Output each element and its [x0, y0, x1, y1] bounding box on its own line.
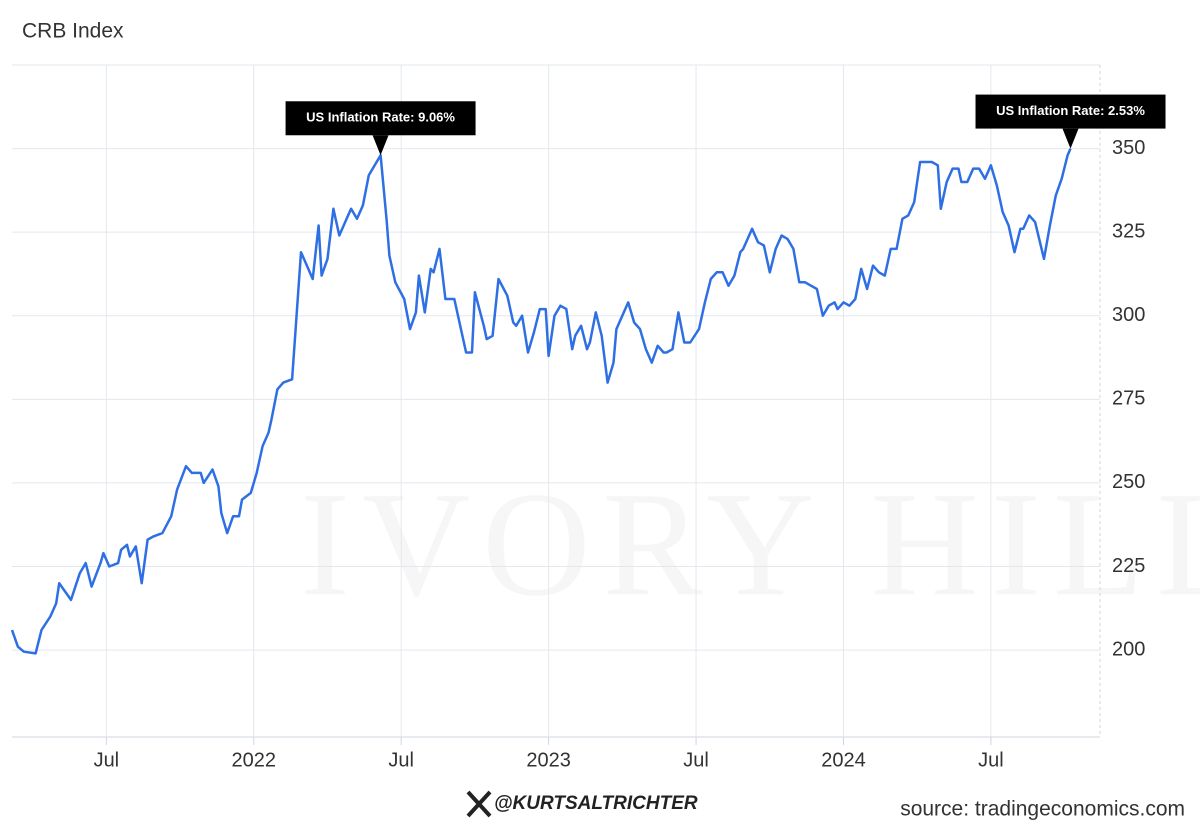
watermark: IVORY HILL — [300, 461, 1200, 627]
annotation-pointer — [372, 135, 389, 156]
annotation: US Inflation Rate: 9.06% — [285, 101, 476, 156]
x-tick-label: Jul — [94, 749, 120, 771]
credit-handle: @KURTSALTRICHTER — [494, 793, 698, 814]
x-tick-label: Jul — [388, 749, 414, 771]
y-tick-label: 250 — [1112, 471, 1145, 493]
x-tick-label: Jul — [683, 749, 709, 771]
y-tick-label: 225 — [1112, 555, 1145, 577]
annotation: US Inflation Rate: 2.53% — [975, 94, 1166, 149]
x-tick-label: 2024 — [821, 749, 866, 771]
y-tick-label: 350 — [1112, 137, 1145, 159]
chart-title: CRB Index — [22, 20, 124, 43]
y-tick-label: 200 — [1112, 638, 1145, 660]
x-tick-label: 2022 — [232, 749, 277, 771]
y-tick-label: 300 — [1112, 304, 1145, 326]
y-tick-label: 275 — [1112, 388, 1145, 410]
annotation-text: US Inflation Rate: 2.53% — [996, 103, 1145, 118]
credit: @KURTSALTRICHTER — [466, 790, 698, 818]
source: source: tradingeconomics.com — [900, 798, 1185, 821]
price-line — [10, 148, 1072, 655]
y-tick-label: 325 — [1112, 220, 1145, 242]
annotation-text: US Inflation Rate: 9.06% — [306, 110, 455, 125]
annotation-pointer — [1062, 128, 1079, 149]
annotation-box — [975, 94, 1166, 129]
x-logo — [466, 790, 492, 818]
x-tick-label: Jul — [978, 749, 1004, 771]
annotation-box — [285, 101, 476, 136]
x-tick-label: 2023 — [526, 749, 571, 771]
